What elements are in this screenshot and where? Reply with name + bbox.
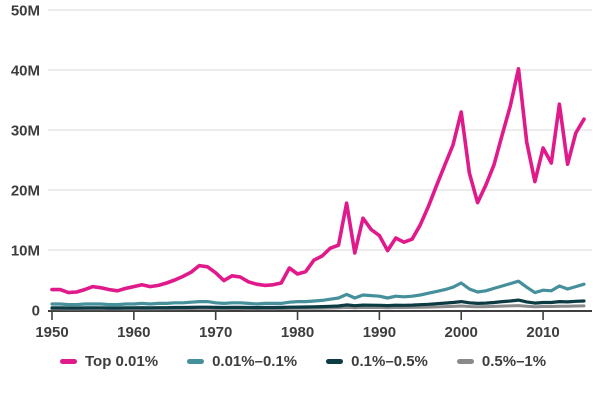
legend-label: Top 0.01% xyxy=(85,353,159,370)
legend-swatch xyxy=(60,359,77,364)
x-axis-label: 1980 xyxy=(281,324,314,341)
series-line-0-1-0-5- xyxy=(50,298,586,310)
legend-swatch xyxy=(456,359,474,364)
legend-swatch xyxy=(187,359,205,364)
x-axis-label: 2000 xyxy=(445,324,478,341)
y-axis-label: 50M xyxy=(11,3,40,20)
x-axis-label: 1990 xyxy=(363,324,396,341)
legend-label: 0.01%–0.1% xyxy=(212,353,298,370)
x-axis-label: 2010 xyxy=(526,324,559,341)
series-line-top-0-01- xyxy=(50,67,586,295)
plot-area: 0 10M 20M 30M 40M 50M 1950 1960 1970 1980 1990 2000… xyxy=(11,3,592,341)
chart-legend: Top 0.01% 0.01%–0.1% 0.1%–0.5% 0.5%–1% xyxy=(60,353,546,370)
y-axis-label: 0 xyxy=(32,303,40,320)
legend-item-0-5-1-: 0.5%–1% xyxy=(456,353,547,370)
y-axis-label: 20M xyxy=(11,183,40,200)
x-axis-label: 1950 xyxy=(35,324,68,341)
y-axis-label: 40M xyxy=(11,63,40,80)
y-axis-label: 30M xyxy=(11,123,40,140)
legend-swatch xyxy=(326,359,344,364)
legend-label: 0.5%–1% xyxy=(481,353,547,370)
legend-item-0-1-0-5-: 0.1%–0.5% xyxy=(326,353,428,370)
y-axis-label: 10M xyxy=(11,243,40,260)
legend-item-0-01-0-1-: 0.01%–0.1% xyxy=(187,353,297,370)
series-line-0-01-0-1- xyxy=(50,279,586,307)
x-axis-label: 1960 xyxy=(117,324,150,341)
legend-item-top-0-01-: Top 0.01% xyxy=(60,353,158,370)
x-axis-label: 1970 xyxy=(199,324,232,341)
legend-label: 0.1%–0.5% xyxy=(351,353,428,370)
